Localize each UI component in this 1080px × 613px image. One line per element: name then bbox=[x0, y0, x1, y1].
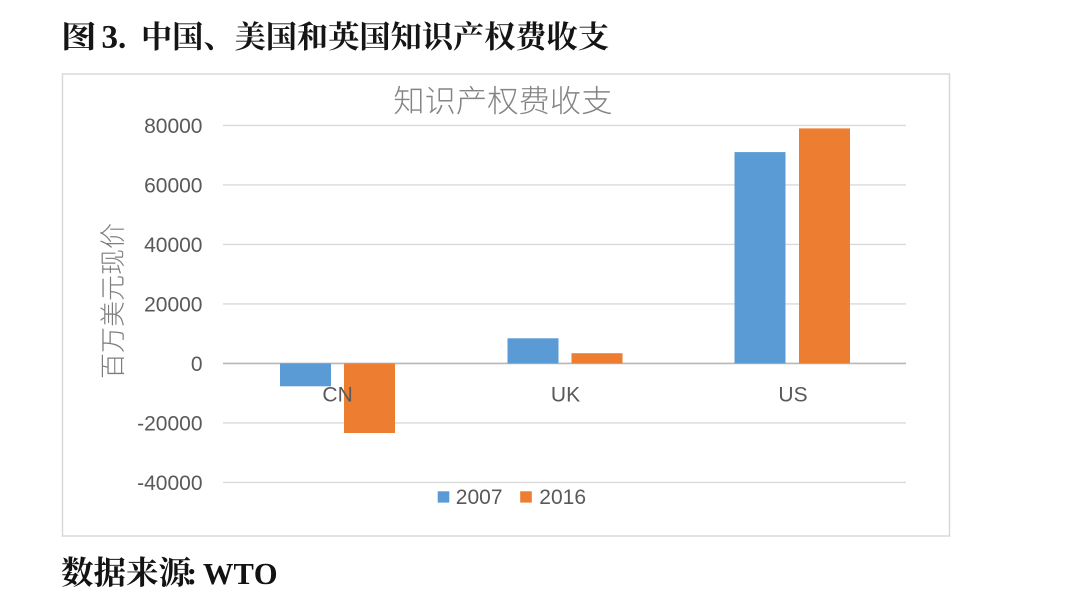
svg-text:2007: 2007 bbox=[456, 486, 503, 509]
svg-text:40000: 40000 bbox=[144, 234, 202, 257]
svg-text:80000: 80000 bbox=[144, 115, 202, 138]
svg-text:UK: UK bbox=[551, 383, 580, 406]
svg-text:2016: 2016 bbox=[539, 486, 586, 509]
svg-text:20000: 20000 bbox=[144, 294, 202, 317]
svg-text:60000: 60000 bbox=[144, 175, 202, 198]
svg-text:US: US bbox=[778, 383, 807, 406]
svg-text:0: 0 bbox=[191, 353, 203, 376]
svg-text:-40000: -40000 bbox=[137, 472, 202, 495]
svg-text:-20000: -20000 bbox=[137, 413, 202, 436]
svg-text:CN: CN bbox=[322, 383, 352, 406]
